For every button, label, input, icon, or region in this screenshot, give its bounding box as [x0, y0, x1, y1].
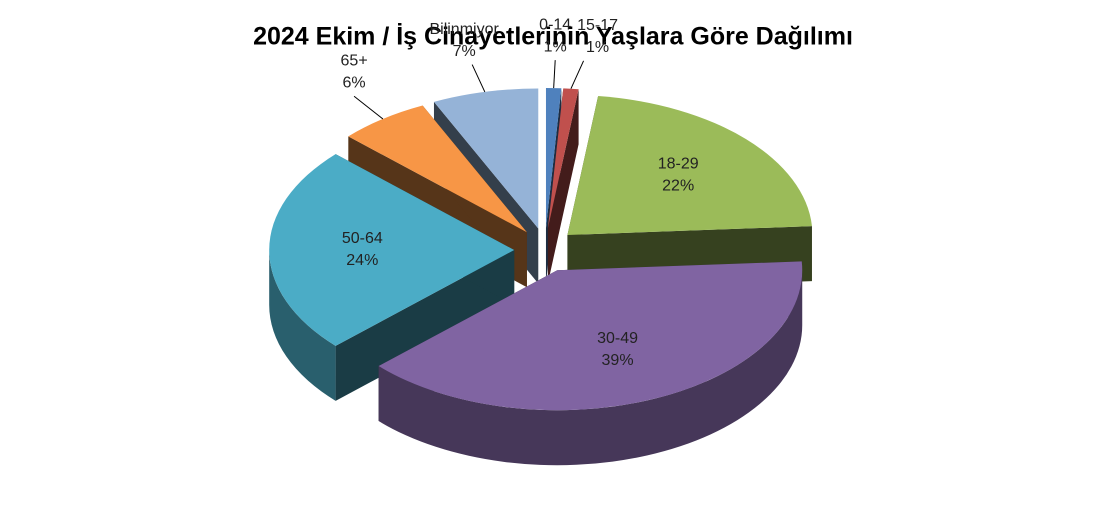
slice-value-label: 22%	[662, 178, 694, 195]
chart-title: 2024 Ekim / İş Cinayetlerinin Yaşlara Gö…	[253, 23, 853, 51]
slice-top	[433, 88, 539, 229]
slice-side	[547, 89, 579, 284]
leader-line	[471, 64, 486, 93]
slice-label: 30-49	[597, 330, 638, 347]
slice-value-label: 1%	[586, 39, 609, 56]
pie-slice	[269, 154, 515, 401]
slice-top	[545, 88, 562, 229]
slice-top	[348, 105, 527, 233]
leader-line	[570, 60, 585, 89]
slice-value-label: 1%	[544, 38, 567, 55]
slice-value-label: 6%	[343, 75, 366, 92]
leader-line	[553, 60, 556, 89]
slice-top	[378, 261, 803, 411]
slice-top	[567, 96, 812, 235]
slice-label: 65+	[341, 53, 368, 70]
slice-value-label: 24%	[346, 252, 378, 269]
slice-label: Bilinmiyor	[429, 21, 499, 38]
leader-line	[353, 95, 384, 120]
slice-value-label: 7%	[453, 43, 476, 60]
slice-value-label: 39%	[602, 352, 634, 369]
pie-slice	[547, 88, 579, 284]
slice-wall	[378, 270, 803, 466]
slice-label: 50-64	[342, 230, 383, 247]
slice-side	[335, 250, 515, 401]
pie-slice	[378, 261, 803, 466]
slice-label: 0-14	[539, 16, 571, 33]
slice-top	[269, 154, 515, 346]
slice-label: 15-17	[577, 17, 618, 34]
slice-label: 18-29	[658, 156, 699, 173]
slice-wall	[269, 250, 336, 401]
slice-top	[547, 88, 579, 229]
